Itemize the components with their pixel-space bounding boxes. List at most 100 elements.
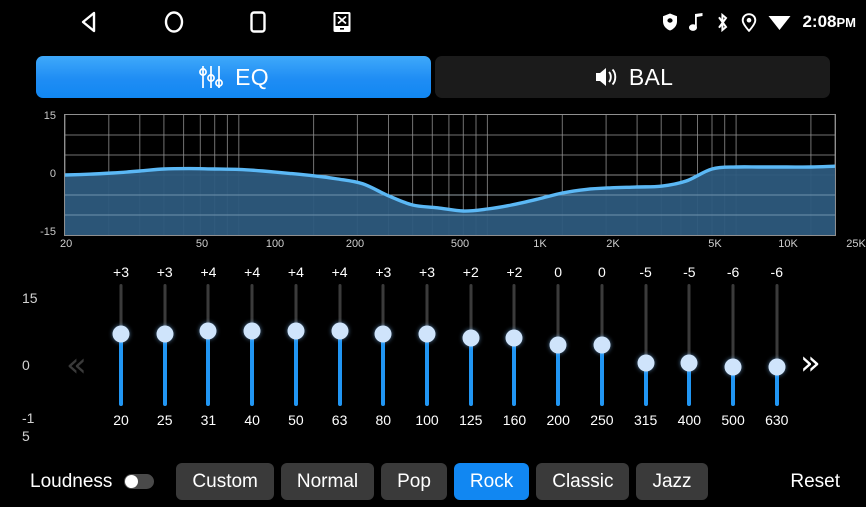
band-knob[interactable] — [374, 325, 392, 343]
band-value: +4 — [331, 264, 348, 280]
band-slider[interactable]: +3 80 — [365, 262, 401, 452]
band-frequency: 25 — [156, 412, 173, 428]
graph-x-tick-5: 1K — [533, 238, 547, 250]
band-value: -6 — [726, 264, 740, 280]
band-frequency: 20 — [113, 412, 129, 428]
band-track-area[interactable] — [584, 284, 620, 406]
band-frequency: 315 — [633, 412, 658, 428]
band-track-area[interactable] — [190, 284, 226, 406]
band-fill — [250, 330, 255, 406]
back-icon — [81, 11, 96, 33]
chevron-double-left-icon[interactable]: « — [66, 345, 87, 385]
back-button[interactable] — [48, 0, 132, 44]
tab-eq[interactable]: EQ — [36, 56, 431, 98]
band-track-area[interactable] — [147, 284, 183, 406]
preset-button[interactable]: Pop — [381, 463, 447, 500]
band-knob[interactable] — [462, 329, 480, 347]
band-slider[interactable]: +2 125 — [453, 262, 489, 452]
system-icons: 2:08PM — [662, 0, 856, 44]
band-slider[interactable]: -5 315 — [628, 262, 664, 452]
band-slider[interactable]: +3 25 — [147, 262, 183, 452]
clock-time: 2:08 — [802, 12, 837, 31]
band-frequency: 250 — [590, 412, 614, 428]
band-slider[interactable]: +2 160 — [496, 262, 532, 452]
recents-icon — [250, 11, 266, 33]
preset-button[interactable]: Jazz — [636, 463, 708, 500]
band-track-area[interactable] — [540, 284, 576, 406]
graph-x-tick-6: 2K — [606, 238, 620, 250]
tab-bal[interactable]: BAL — [435, 56, 830, 98]
band-slider[interactable]: +3 20 — [103, 262, 139, 452]
band-frequency: 40 — [244, 412, 260, 428]
band-knob[interactable] — [680, 354, 698, 372]
band-fill — [731, 366, 736, 406]
graph-y-mid: 0 — [49, 168, 56, 180]
band-fill — [774, 366, 779, 406]
band-track-area[interactable] — [365, 284, 401, 406]
band-slider[interactable]: +4 50 — [278, 262, 314, 452]
band-knob[interactable] — [549, 336, 567, 354]
band-track-area[interactable] — [453, 284, 489, 406]
band-slider[interactable]: +4 31 — [190, 262, 226, 452]
graph-svg — [65, 115, 835, 235]
band-slider[interactable]: -5 400 — [671, 262, 707, 452]
preset-button[interactable]: Normal — [280, 463, 375, 500]
band-track — [731, 284, 735, 406]
band-knob[interactable] — [156, 325, 174, 343]
chevron-double-right-icon[interactable]: » — [800, 343, 821, 383]
band-knob[interactable] — [418, 325, 436, 343]
band-knob[interactable] — [593, 336, 611, 354]
band-knob[interactable] — [243, 322, 261, 340]
band-value: -5 — [683, 264, 696, 280]
screenshot-icon — [333, 12, 351, 32]
band-frequency: 500 — [721, 412, 745, 428]
band-knob[interactable] — [199, 322, 217, 340]
band-knob[interactable] — [112, 325, 130, 343]
band-frequency: 160 — [502, 412, 527, 428]
screenshot-button[interactable] — [300, 0, 384, 44]
band-frequency: 200 — [546, 412, 570, 428]
band-track-area[interactable] — [278, 284, 314, 406]
band-value: +4 — [244, 264, 261, 280]
preset-button[interactable]: Rock — [453, 463, 530, 500]
recents-button[interactable] — [216, 0, 300, 44]
home-button[interactable] — [132, 0, 216, 44]
band-knob[interactable] — [724, 358, 742, 376]
band-track-area[interactable] — [628, 284, 664, 406]
band-track-area[interactable] — [496, 284, 532, 406]
band-slider[interactable]: -6 500 — [715, 262, 751, 452]
clock-ampm: PM — [836, 15, 857, 30]
band-fill — [643, 363, 648, 406]
band-value: -6 — [770, 264, 783, 280]
band-slider[interactable]: +4 40 — [234, 262, 270, 452]
band-sliders: +3 20 +3 25 +4 — [103, 262, 795, 452]
preset-button[interactable]: Custom — [176, 463, 274, 500]
eq-y-mid: 0 — [22, 357, 30, 373]
preset-button[interactable]: Classic — [536, 463, 630, 500]
band-slider[interactable]: +3 100 — [409, 262, 445, 452]
band-value: +2 — [462, 264, 479, 280]
band-knob[interactable] — [637, 354, 655, 372]
band-slider[interactable]: +4 63 — [322, 262, 358, 452]
band-slider[interactable]: 0 200 — [540, 262, 576, 452]
band-slider[interactable]: -6 630 — [759, 262, 795, 452]
reset-button[interactable]: Reset — [790, 470, 840, 492]
graph-x-tick-3: 200 — [345, 238, 365, 250]
band-track-area[interactable] — [759, 284, 795, 406]
band-track-area[interactable] — [715, 284, 751, 406]
band-knob[interactable] — [768, 358, 786, 376]
band-slider[interactable]: 0 250 — [584, 262, 620, 452]
band-track-area[interactable] — [322, 284, 358, 406]
band-track-area[interactable] — [234, 284, 270, 406]
band-knob[interactable] — [287, 322, 305, 340]
loudness-toggle[interactable] — [124, 474, 155, 489]
band-value: 0 — [598, 264, 606, 280]
band-frequency: 80 — [375, 412, 392, 428]
band-track — [687, 284, 691, 406]
band-track-area[interactable] — [671, 284, 707, 406]
band-track-area[interactable] — [103, 284, 139, 406]
band-knob[interactable] — [505, 329, 523, 347]
shield-icon — [663, 13, 678, 31]
band-track-area[interactable] — [409, 284, 445, 406]
band-knob[interactable] — [331, 322, 349, 340]
